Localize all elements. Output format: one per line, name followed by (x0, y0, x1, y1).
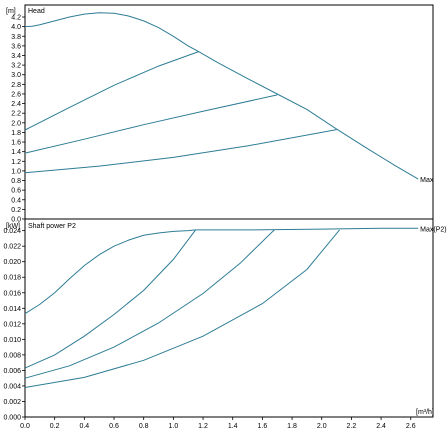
power-xaxis: 0.0 0.2 0.4 0.6 0.8 1.0 1.2 1.4 1.6 1.8 2.0 2.2 2.4 2… (20, 417, 416, 430)
head-ytick-label: 1.8 (11, 130, 21, 137)
head-curve-1 (24, 51, 199, 131)
power-panel-frame (24, 218, 434, 418)
power-xtick-label: 1.6 (258, 423, 268, 430)
power-xtick-label: 2.2 (347, 423, 357, 430)
head-curve-2 (24, 94, 278, 154)
head-ytick-label: 3.0 (11, 72, 21, 79)
head-ytick-label: 4.0 (11, 24, 21, 31)
power-xtick-label: 0.4 (79, 423, 89, 430)
power-curve-0 (24, 227, 419, 315)
power-curve-1 (24, 229, 196, 369)
head-ytick-label: 3.8 (11, 34, 21, 41)
power-xtick-label: 2.6 (406, 423, 416, 430)
power-xtick-label: 0.0 (20, 423, 30, 430)
power-ytick-label: 0.008 (3, 352, 21, 359)
power-ylabel: [kW] (6, 223, 20, 230)
head-ytick-label: 2.8 (11, 82, 21, 89)
power-ytick-label: 0.012 (3, 321, 21, 328)
power-ytick-label: 0.000 (3, 415, 21, 422)
head-ytick-label: 2.2 (11, 111, 21, 118)
head-ytick-label: 1.6 (11, 140, 21, 147)
head-ytick-label: 2.6 (11, 91, 21, 98)
head-ytick-label: 3.6 (11, 43, 21, 50)
power-yaxis: 0.000 0.002 0.004 0.006 0.008 0.010 0.012 0.014… (3, 228, 25, 422)
power-curve-3 (24, 229, 340, 388)
power-curve-2 (24, 229, 275, 379)
head-ytick-label: 3.2 (11, 63, 21, 70)
power-title: Shaft power P2 (28, 223, 76, 230)
head-ytick-label: 2.4 (11, 101, 21, 108)
head-ytick-label: 0.4 (11, 197, 21, 204)
power-ytick-label: 0.010 (3, 337, 21, 344)
head-curve-3 (24, 129, 337, 174)
head-max-label: Max (420, 177, 434, 184)
power-ytick-label: 0.022 (3, 244, 21, 251)
head-ytick-label: 4.2 (11, 15, 21, 22)
head-ytick-label: 0.0 (11, 217, 21, 224)
head-curves (24, 12, 419, 180)
power-xtick-label: 1.2 (198, 423, 208, 430)
power-ytick-label: 0.004 (3, 383, 21, 390)
head-ytick-label: 0.6 (11, 188, 21, 195)
head-ytick-label: 1.0 (11, 168, 21, 175)
power-ytick-label: 0.024 (3, 228, 21, 235)
head-ytick-label: 1.2 (11, 159, 21, 166)
power-curves (24, 227, 419, 388)
head-ytick-label: 3.4 (11, 53, 21, 60)
power-ytick-label: 0.006 (3, 368, 21, 375)
power-xtick-label: 2.0 (317, 423, 327, 430)
power-ytick-label: 0.002 (3, 399, 21, 406)
power-xtick-label: 1.0 (168, 423, 178, 430)
power-ytick-label: 0.018 (3, 275, 21, 282)
head-ylabel: [m] (6, 8, 16, 15)
head-panel-frame (24, 4, 434, 220)
power-max-label: Max(P2) (420, 226, 446, 233)
head-ytick-label: 0.2 (11, 207, 21, 214)
power-ytick-label: 0.014 (3, 306, 21, 313)
power-xtick-label: 2.4 (376, 423, 386, 430)
power-xtick-label: 1.8 (287, 423, 297, 430)
head-ytick-label: 1.4 (11, 149, 21, 156)
head-title: Head (28, 8, 45, 15)
head-yaxis: 0.0 0.2 0.4 0.6 0.8 1.0 1.2 1.4 1.6 1.8 2.0 2.2 2.4 2… (11, 15, 25, 224)
power-xlabel: [m³/h] (416, 409, 434, 416)
head-ytick-label: 2.0 (11, 120, 21, 127)
power-xtick-label: 1.4 (228, 423, 238, 430)
power-xtick-label: 0.6 (109, 423, 119, 430)
power-ytick-label: 0.016 (3, 290, 21, 297)
head-ytick-label: 0.8 (11, 178, 21, 185)
power-xtick-label: 0.8 (139, 423, 149, 430)
power-xtick-label: 0.2 (50, 423, 60, 430)
head-curve-0 (24, 12, 419, 180)
power-ytick-label: 0.020 (3, 259, 21, 266)
